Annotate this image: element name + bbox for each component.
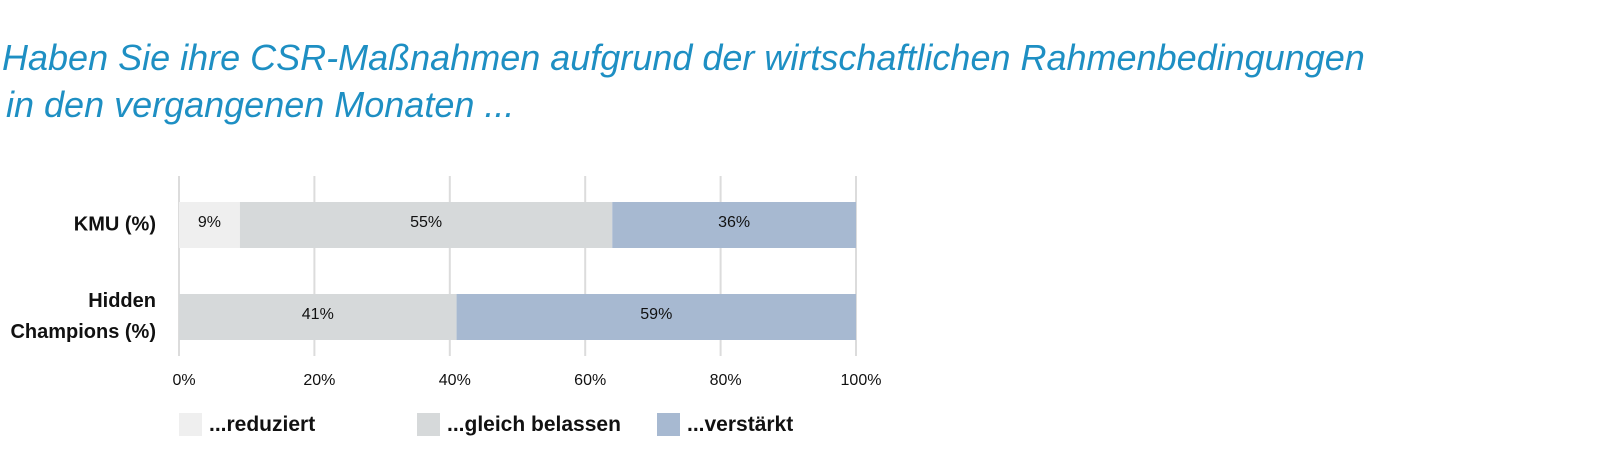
x-tick-label: 100% — [841, 372, 882, 389]
category-labels: KMU (%) Hidden Champions (%) — [10, 213, 156, 343]
bar-segment — [179, 294, 457, 340]
data-label: 9% — [198, 214, 221, 231]
legend-label: ...verstärkt — [687, 413, 793, 436]
bar-segment — [456, 294, 856, 340]
bar-segment — [239, 202, 613, 248]
legend: ...reduziert ...gleich belassen ...verstär… — [179, 413, 793, 436]
chart-title: Haben Sie ihre CSR-Maßnahmen aufgrund de… — [2, 34, 1562, 128]
bar-segment — [179, 202, 240, 248]
bar-segment — [612, 202, 856, 248]
data-label: 41% — [302, 306, 334, 323]
category-label: KMU (%) — [74, 213, 156, 235]
data-label: 55% — [410, 214, 442, 231]
category-label: Hidden — [88, 290, 156, 312]
category-label: Champions (%) — [10, 321, 156, 343]
data-label: 59% — [640, 306, 672, 323]
bars: 9% 55% 36% 41% 59% — [179, 202, 856, 340]
legend-swatch — [657, 413, 680, 436]
chart-title-line-1: Haben Sie ihre CSR-Maßnahmen aufgrund de… — [2, 37, 1365, 78]
legend-label: ...reduziert — [209, 413, 315, 436]
legend-label: ...gleich belassen — [447, 413, 621, 436]
x-tick-label: 40% — [439, 372, 471, 389]
x-tick-label: 0% — [172, 372, 195, 389]
x-tick-label: 20% — [303, 372, 335, 389]
data-label: 36% — [718, 214, 750, 231]
legend-swatch — [417, 413, 440, 436]
chart-title-line-2: in den vergangenen Monaten ... — [6, 84, 515, 125]
x-tick-label: 60% — [574, 372, 606, 389]
x-tick-label: 80% — [710, 372, 742, 389]
x-axis-tick-labels: 0% 20% 40% 60% 80% 100% — [172, 372, 881, 389]
legend-swatch — [179, 413, 202, 436]
